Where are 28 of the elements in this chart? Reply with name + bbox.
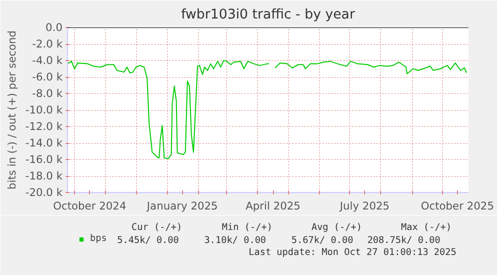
- text: Cur (-/+): [132, 222, 182, 233]
- text: 5.45k/ 0.00: [117, 235, 180, 246]
- text: Last update: Mon Oct 27 01:00:13 2025: [248, 247, 456, 258]
- y-tick-label: -20.0 k: [25, 186, 64, 199]
- chart-title: fwbr103i0 traffic - by year: [181, 8, 356, 22]
- x-tick-label: October 2025: [420, 200, 494, 212]
- text: 5.67k/ 0.00: [291, 235, 354, 246]
- x-tick-label: July 2025: [338, 200, 390, 212]
- y-tick-label: -8.0 k: [32, 87, 64, 100]
- y-tick-label: -12.0 k: [25, 120, 64, 133]
- y-tick-label: -14.0 k: [25, 136, 64, 150]
- text: 208.75k/ 0.00: [367, 235, 441, 246]
- y-tick-label: -6.0 k: [32, 70, 64, 84]
- y-tick-label: -2.0 k: [32, 38, 64, 50]
- y-tick-label: -4.0 k: [32, 54, 64, 67]
- text: 3.10k/ 0.00: [204, 235, 266, 246]
- legend-label: bps: [90, 233, 108, 244]
- y-tick-label: -16.0 k: [25, 153, 64, 166]
- y-tick-label: 0.0: [46, 21, 63, 34]
- text: Max (-/+): [401, 222, 452, 233]
- y-tick-label: -18.0 k: [25, 170, 64, 182]
- x-tick-label: October 2024: [53, 200, 126, 212]
- text: Avg (-/+): [311, 222, 362, 233]
- text: Min (-/+): [222, 222, 272, 233]
- x-tick-label: January 2025: [146, 200, 218, 212]
- y-tick-label: -10.0 k: [25, 104, 64, 116]
- y-axis-title: bits in (-) / out (+) per second: [5, 30, 18, 190]
- x-tick-label: April 2025: [246, 200, 300, 212]
